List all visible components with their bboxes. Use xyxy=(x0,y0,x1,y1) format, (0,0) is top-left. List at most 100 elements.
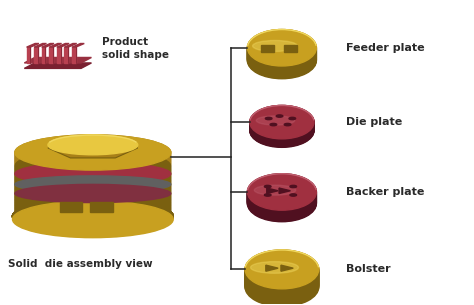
Ellipse shape xyxy=(245,262,319,301)
Ellipse shape xyxy=(12,199,173,234)
Polygon shape xyxy=(42,47,46,63)
Ellipse shape xyxy=(289,117,296,120)
Ellipse shape xyxy=(245,266,319,305)
Ellipse shape xyxy=(245,252,319,291)
Text: Backer plate: Backer plate xyxy=(346,187,424,197)
Ellipse shape xyxy=(247,178,317,214)
Polygon shape xyxy=(64,44,77,47)
Ellipse shape xyxy=(247,40,317,76)
Ellipse shape xyxy=(12,199,173,234)
Bar xyxy=(60,202,82,212)
Ellipse shape xyxy=(15,143,171,178)
Polygon shape xyxy=(57,44,69,47)
Ellipse shape xyxy=(247,40,317,77)
Bar xyxy=(91,202,113,212)
Ellipse shape xyxy=(247,182,317,219)
Ellipse shape xyxy=(245,260,319,299)
Ellipse shape xyxy=(245,267,319,305)
Ellipse shape xyxy=(15,135,171,170)
Ellipse shape xyxy=(276,115,283,117)
Ellipse shape xyxy=(250,110,314,143)
Bar xyxy=(284,45,297,52)
Ellipse shape xyxy=(247,41,317,78)
Ellipse shape xyxy=(12,201,173,238)
Ellipse shape xyxy=(15,154,171,190)
Ellipse shape xyxy=(15,193,171,228)
Ellipse shape xyxy=(247,174,317,211)
Polygon shape xyxy=(27,44,39,47)
Ellipse shape xyxy=(15,196,171,231)
Ellipse shape xyxy=(245,255,319,293)
Ellipse shape xyxy=(12,199,173,234)
Ellipse shape xyxy=(247,30,317,66)
Ellipse shape xyxy=(12,199,173,234)
Ellipse shape xyxy=(264,194,271,196)
Ellipse shape xyxy=(254,185,296,195)
Polygon shape xyxy=(42,44,54,47)
Ellipse shape xyxy=(15,146,171,181)
Ellipse shape xyxy=(290,194,297,196)
Ellipse shape xyxy=(247,181,317,217)
Ellipse shape xyxy=(250,109,314,142)
Ellipse shape xyxy=(247,33,317,69)
Ellipse shape xyxy=(265,117,272,120)
Ellipse shape xyxy=(15,202,171,237)
Ellipse shape xyxy=(15,171,171,206)
Ellipse shape xyxy=(245,264,319,303)
Text: Bolster: Bolster xyxy=(346,264,390,274)
Polygon shape xyxy=(64,47,68,63)
Ellipse shape xyxy=(15,166,171,201)
Ellipse shape xyxy=(245,250,319,289)
Ellipse shape xyxy=(247,42,317,79)
Ellipse shape xyxy=(247,179,317,215)
Ellipse shape xyxy=(247,181,317,217)
Polygon shape xyxy=(72,44,84,47)
Ellipse shape xyxy=(247,174,317,210)
Ellipse shape xyxy=(284,124,291,126)
Polygon shape xyxy=(49,44,62,47)
Text: Solid  die assembly view: Solid die assembly view xyxy=(8,259,153,269)
Ellipse shape xyxy=(247,34,317,70)
Ellipse shape xyxy=(12,199,173,234)
Ellipse shape xyxy=(250,114,314,147)
Ellipse shape xyxy=(245,250,319,289)
Ellipse shape xyxy=(15,179,171,215)
Ellipse shape xyxy=(245,261,319,300)
Ellipse shape xyxy=(270,124,277,126)
Ellipse shape xyxy=(15,168,171,203)
Ellipse shape xyxy=(247,30,317,66)
Ellipse shape xyxy=(250,113,314,146)
Ellipse shape xyxy=(247,184,317,220)
Ellipse shape xyxy=(247,174,317,210)
Polygon shape xyxy=(34,44,46,47)
Ellipse shape xyxy=(247,185,317,221)
Ellipse shape xyxy=(48,135,138,155)
Ellipse shape xyxy=(250,111,314,145)
Polygon shape xyxy=(48,138,138,158)
Ellipse shape xyxy=(251,262,299,273)
Ellipse shape xyxy=(15,149,171,184)
Ellipse shape xyxy=(247,38,317,75)
Ellipse shape xyxy=(250,109,314,143)
Ellipse shape xyxy=(250,108,314,142)
Ellipse shape xyxy=(247,182,317,218)
Ellipse shape xyxy=(15,138,171,173)
Ellipse shape xyxy=(245,257,319,295)
Ellipse shape xyxy=(250,112,314,145)
Ellipse shape xyxy=(245,267,319,305)
Ellipse shape xyxy=(15,199,171,234)
Polygon shape xyxy=(279,188,291,193)
Ellipse shape xyxy=(250,109,314,142)
Ellipse shape xyxy=(12,199,173,234)
Ellipse shape xyxy=(247,176,317,212)
Ellipse shape xyxy=(245,259,319,298)
Ellipse shape xyxy=(247,185,317,222)
Ellipse shape xyxy=(12,199,173,234)
Ellipse shape xyxy=(245,263,319,302)
Ellipse shape xyxy=(15,152,171,187)
Ellipse shape xyxy=(250,107,314,141)
Ellipse shape xyxy=(15,185,171,203)
Ellipse shape xyxy=(12,199,173,234)
Ellipse shape xyxy=(247,175,317,211)
Ellipse shape xyxy=(245,265,319,304)
